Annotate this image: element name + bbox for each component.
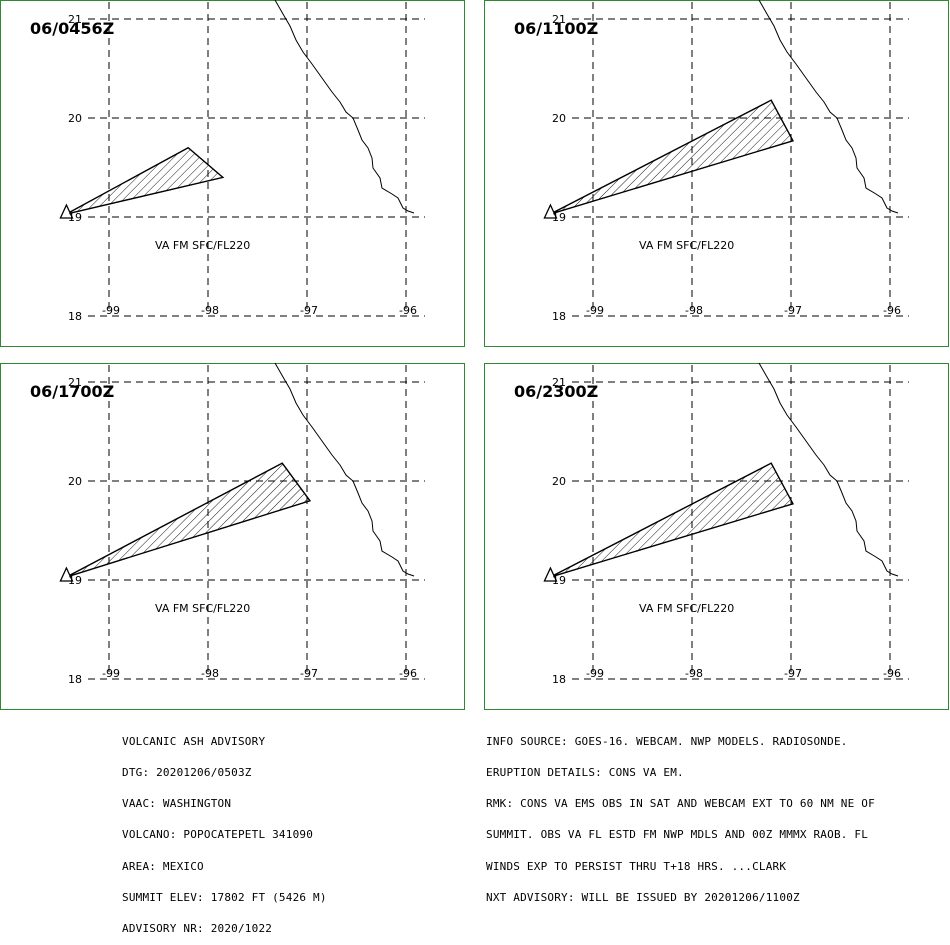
ash-cloud-polygon: [66, 146, 225, 215]
latitude-tick-label: 19: [68, 574, 82, 587]
ash-cloud-polygon: [550, 462, 795, 578]
advisory-line: VOLCANIC ASH ADVISORY: [122, 734, 266, 748]
longitude-tick-label: -99: [586, 667, 604, 680]
valid-time-label: 06/1700Z: [30, 382, 114, 401]
advisory-line: SUMMIT. OBS VA FL ESTD FM NWP MDLS AND 0…: [486, 828, 869, 842]
panel-frame: [0, 363, 465, 710]
ash-altitude-label: VA FM SFC/FL220: [155, 239, 250, 252]
ash-cloud-polygon: [66, 462, 312, 578]
latitude-tick-label: 21: [68, 376, 82, 389]
longitude-tick-label: -98: [685, 667, 703, 680]
latitude-tick-label: 18: [68, 310, 82, 323]
longitude-tick-label: -96: [399, 667, 417, 680]
ash-altitude-label: VA FM SFC/FL220: [155, 602, 250, 615]
longitude-tick-label: -98: [201, 304, 219, 317]
advisory-line: INFO SOURCE: GOES-16. WEBCAM. NWP MODELS…: [486, 734, 848, 748]
latitude-tick-label: 18: [552, 310, 566, 323]
map-panel: 21 20 19 18 -99 -98 -97 -96 06/0456Z VA FM SFC/FL…: [0, 0, 465, 347]
advisory-line: DTG: 20201206/0503Z: [122, 766, 252, 780]
ash-altitude-label: VA FM SFC/FL220: [639, 602, 734, 615]
advisory-line: NXT ADVISORY: WILL BE ISSUED BY 20201206…: [486, 890, 800, 904]
longitude-tick-label: -96: [399, 304, 417, 317]
coastline: [758, 0, 899, 214]
latitude-tick-label: 21: [68, 13, 82, 26]
advisory-line: VOLCANO: POPOCATEPETL 341090: [122, 828, 314, 842]
advisory-line: RMK: CONS VA EMS OBS IN SAT AND WEBCAM E…: [486, 797, 875, 811]
volcano-icon: [59, 203, 74, 219]
latitude-tick-label: 18: [552, 673, 566, 686]
longitude-tick-label: -98: [685, 304, 703, 317]
advisory-header-block: VOLCANIC ASH ADVISORY DTG: 20201206/0503…: [122, 716, 327, 945]
volcano-icon: [543, 566, 558, 582]
volcano-icon: [543, 203, 558, 219]
map-panel: 21 20 19 18 -99 -98 -97 -96 06/2300Z VA FM SFC/FL…: [484, 362, 949, 710]
advisory-line: VAAC: WASHINGTON: [122, 797, 232, 811]
map-panel: 21 20 19 18 -99 -98 -97 -96 06/1700Z VA FM SFC/FL…: [0, 362, 465, 710]
latitude-tick-label: 19: [552, 574, 566, 587]
ash-altitude-label: VA FM SFC/FL220: [639, 239, 734, 252]
longitude-tick-label: -99: [102, 667, 120, 680]
longitude-tick-label: -97: [784, 304, 802, 317]
latitude-tick-label: 21: [552, 13, 566, 26]
longitude-tick-label: -99: [102, 304, 120, 317]
longitude-tick-label: -99: [586, 304, 604, 317]
latitude-tick-label: 20: [552, 475, 566, 488]
latitude-tick-label: 20: [68, 112, 82, 125]
longitude-tick-label: -98: [201, 667, 219, 680]
advisory-line: ERUPTION DETAILS: CONS VA EM.: [486, 766, 684, 780]
longitude-tick-label: -96: [883, 667, 901, 680]
coastline: [274, 362, 415, 577]
longitude-tick-label: -97: [300, 304, 318, 317]
latitude-tick-label: 21: [552, 376, 566, 389]
panel-frame: [484, 0, 949, 347]
ash-cloud-polygon: [550, 99, 795, 215]
panel-frame: [0, 0, 465, 347]
advisory-line: AREA: MEXICO: [122, 859, 204, 873]
longitude-tick-label: -96: [883, 304, 901, 317]
panel-frame: [484, 363, 949, 710]
valid-time-label: 06/0456Z: [30, 19, 114, 38]
latitude-tick-label: 19: [552, 211, 566, 224]
latitude-tick-label: 20: [552, 112, 566, 125]
valid-time-label: 06/1100Z: [514, 19, 598, 38]
latitude-tick-label: 20: [68, 475, 82, 488]
ash-forecast-maps: 21 20 19 18 -99 -98 -97 -96 06/0456Z VA FM SFC/FL…: [0, 0, 949, 710]
volcano-icon: [59, 566, 74, 582]
advisory-line: SUMMIT ELEV: 17802 FT (5426 M): [122, 890, 327, 904]
advisory-line: ADVISORY NR: 2020/1022: [122, 922, 273, 936]
longitude-tick-label: -97: [300, 667, 318, 680]
coastline: [274, 0, 415, 214]
latitude-tick-label: 19: [68, 211, 82, 224]
coastline: [758, 362, 899, 577]
valid-time-label: 06/2300Z: [514, 382, 598, 401]
advisory-details-block: INFO SOURCE: GOES-16. WEBCAM. NWP MODELS…: [486, 716, 875, 914]
longitude-tick-label: -97: [784, 667, 802, 680]
advisory-line: WINDS EXP TO PERSIST THRU T+18 HRS. ...C…: [486, 859, 787, 873]
map-panel: 21 20 19 18 -99 -98 -97 -96 06/1100Z VA FM SFC/FL…: [484, 0, 949, 347]
latitude-tick-label: 18: [68, 673, 82, 686]
